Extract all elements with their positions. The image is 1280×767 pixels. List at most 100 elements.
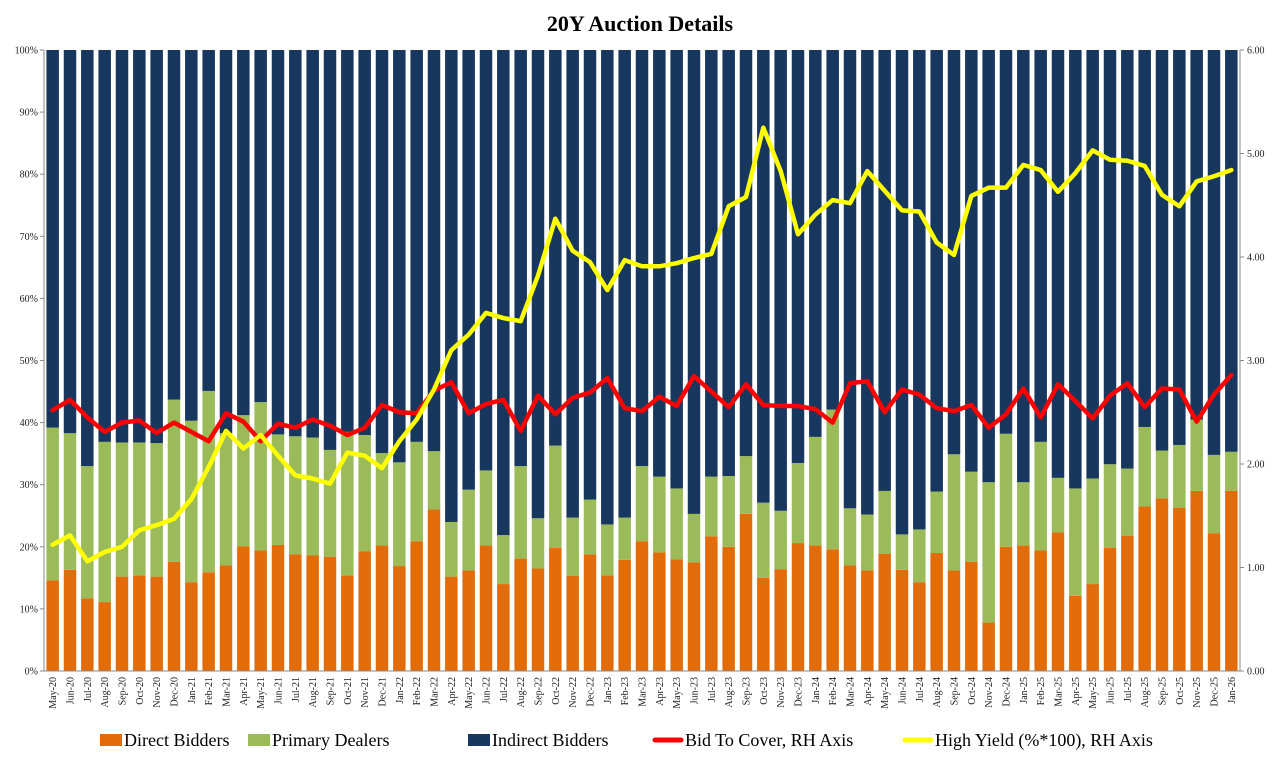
bar-indirect-bidders-49 <box>895 50 909 535</box>
bar-direct-bidders-10 <box>219 565 233 671</box>
x-tick-label: Oct-25 <box>1175 677 1186 705</box>
x-tick-label: Mar-21 <box>222 677 233 707</box>
bar-primary-dealers-15 <box>306 437 319 556</box>
bar-indirect-bidders-18 <box>358 50 371 436</box>
bar-primary-dealers-16 <box>323 449 337 557</box>
x-tick-label: Jun-25 <box>1106 677 1117 704</box>
x-tick-label: Sep-24 <box>950 677 961 705</box>
x-tick-label: Dec-22 <box>586 677 597 706</box>
bar-indirect-bidders-24 <box>462 50 475 490</box>
bar-indirect-bidders-44 <box>809 50 822 437</box>
bar-primary-dealers-0 <box>46 427 59 581</box>
x-tick-label: Dec-25 <box>1210 677 1221 706</box>
bar-direct-bidders-61 <box>1103 548 1117 671</box>
x-tick-label: May-21 <box>256 677 267 709</box>
x-tick-label: Aug-25 <box>1140 677 1151 708</box>
x-tick-label: Jul-20 <box>83 677 94 702</box>
bar-indirect-bidders-57 <box>1034 50 1047 442</box>
bar-direct-bidders-49 <box>895 569 909 671</box>
bar-primary-dealers-17 <box>341 431 354 576</box>
bar-primary-dealers-53 <box>965 471 978 562</box>
bar-primary-dealers-21 <box>410 441 423 542</box>
bar-primary-dealers-24 <box>462 489 475 571</box>
legend-swatch-indirect-bidders <box>468 734 490 746</box>
left-tick-label: 60% <box>20 294 38 305</box>
bar-direct-bidders-41 <box>757 577 770 671</box>
bar-primary-dealers-18 <box>358 435 371 552</box>
bar-direct-bidders-64 <box>1155 498 1169 671</box>
bar-primary-dealers-45 <box>826 409 839 550</box>
bar-indirect-bidders-66 <box>1190 50 1203 420</box>
x-tick-label: Sep-21 <box>326 677 337 705</box>
bar-indirect-bidders-21 <box>410 50 423 442</box>
bar-primary-dealers-50 <box>913 529 926 583</box>
x-tick-label: Jan-21 <box>187 677 198 704</box>
bar-direct-bidders-21 <box>410 541 423 671</box>
bar-primary-dealers-64 <box>1155 450 1169 499</box>
bar-primary-dealers-61 <box>1103 464 1117 549</box>
bar-direct-bidders-25 <box>479 545 493 671</box>
bar-direct-bidders-36 <box>670 559 683 671</box>
x-tick-label: Feb-23 <box>620 677 631 705</box>
bar-primary-dealers-11 <box>237 415 250 547</box>
x-tick-label: Nov-23 <box>776 677 787 708</box>
x-tick-label: Dec-20 <box>170 677 181 706</box>
x-tick-label: Nov-25 <box>1192 677 1203 708</box>
bar-primary-dealers-9 <box>202 390 215 573</box>
bar-indirect-bidders-61 <box>1103 50 1117 465</box>
bar-indirect-bidders-34 <box>635 50 649 467</box>
bar-indirect-bidders-48 <box>878 50 891 491</box>
bar-indirect-bidders-38 <box>705 50 718 477</box>
x-tick-label: Dec-24 <box>1002 677 1013 706</box>
bar-direct-bidders-65 <box>1173 507 1186 671</box>
bar-primary-dealers-40 <box>739 456 753 514</box>
x-tick-label: Aug-23 <box>724 677 735 708</box>
x-tick-label: Jun-24 <box>898 677 909 704</box>
x-tick-label: Jul-22 <box>499 677 510 702</box>
bar-primary-dealers-27 <box>514 466 527 559</box>
bar-indirect-bidders-17 <box>341 50 354 432</box>
bar-primary-dealers-44 <box>809 436 822 546</box>
bar-primary-dealers-30 <box>566 517 579 576</box>
x-tick-label: Apr-21 <box>239 677 250 706</box>
x-tick-label: Jul-25 <box>1123 677 1134 702</box>
bar-indirect-bidders-2 <box>81 50 94 467</box>
legend: Direct Bidders Primary Dealers Indirect Bi… <box>100 730 1153 751</box>
x-tick-label: May-20 <box>48 677 59 709</box>
bar-indirect-bidders-22 <box>427 50 441 452</box>
legend-label-high-yield-100-rh-axis: High Yield (%*100), RH Axis <box>935 730 1153 751</box>
bar-indirect-bidders-58 <box>1051 50 1065 478</box>
bar-indirect-bidders-53 <box>965 50 978 472</box>
bar-indirect-bidders-41 <box>757 50 770 503</box>
bar-primary-dealers-22 <box>427 451 441 510</box>
bar-primary-dealers-23 <box>445 521 458 577</box>
bar-direct-bidders-23 <box>445 576 458 671</box>
bar-primary-dealers-20 <box>393 462 406 567</box>
bar-indirect-bidders-37 <box>687 50 701 514</box>
bar-direct-bidders-44 <box>809 545 822 671</box>
right-tick-label: 1.00 <box>1247 563 1265 574</box>
bar-direct-bidders-6 <box>150 576 163 671</box>
x-tick-label: Sep-20 <box>118 677 129 705</box>
bar-indirect-bidders-4 <box>115 50 129 443</box>
bar-direct-bidders-2 <box>81 598 94 671</box>
bar-primary-dealers-35 <box>653 476 666 553</box>
bar-indirect-bidders-15 <box>306 50 319 438</box>
bar-indirect-bidders-20 <box>393 50 406 463</box>
bar-direct-bidders-39 <box>722 546 735 671</box>
bar-primary-dealers-51 <box>930 491 943 554</box>
line-high-yield-100-rh-axis <box>50 125 1234 564</box>
bar-primary-dealers-6 <box>150 443 163 577</box>
bar-indirect-bidders-14 <box>289 50 302 437</box>
bar-direct-bidders-5 <box>133 575 146 671</box>
bar-direct-bidders-62 <box>1121 535 1134 671</box>
bar-direct-bidders-55 <box>999 546 1013 671</box>
x-tick-label: Aug-21 <box>308 677 319 708</box>
bar-direct-bidders-15 <box>306 555 319 671</box>
bar-primary-dealers-49 <box>895 534 909 570</box>
x-tick-label: Sep-25 <box>1158 677 1169 705</box>
bar-indirect-bidders-45 <box>826 50 839 410</box>
right-tick-label: 4.00 <box>1247 253 1265 264</box>
